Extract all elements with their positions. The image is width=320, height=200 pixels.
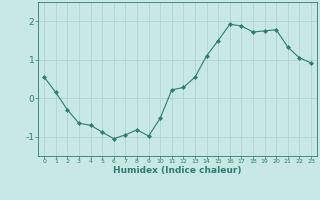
- X-axis label: Humidex (Indice chaleur): Humidex (Indice chaleur): [113, 166, 242, 175]
